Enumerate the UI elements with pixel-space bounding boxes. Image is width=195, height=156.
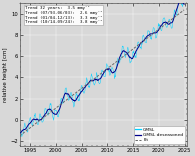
Y-axis label: relative height [cm]: relative height [cm] [4,47,8,102]
Legend: GMSL, GMSL deseasoned, Fit: GMSL, GMSL deseasoned, Fit [134,126,185,144]
Text: Trend 32 years:  3.5 mmy⁻¹
Trend (07/93-06/03):  2.6 mmy⁻¹
Trend (01/04-12/13): : Trend 32 years: 3.5 mmy⁻¹ Trend (07/93-0… [25,6,102,24]
